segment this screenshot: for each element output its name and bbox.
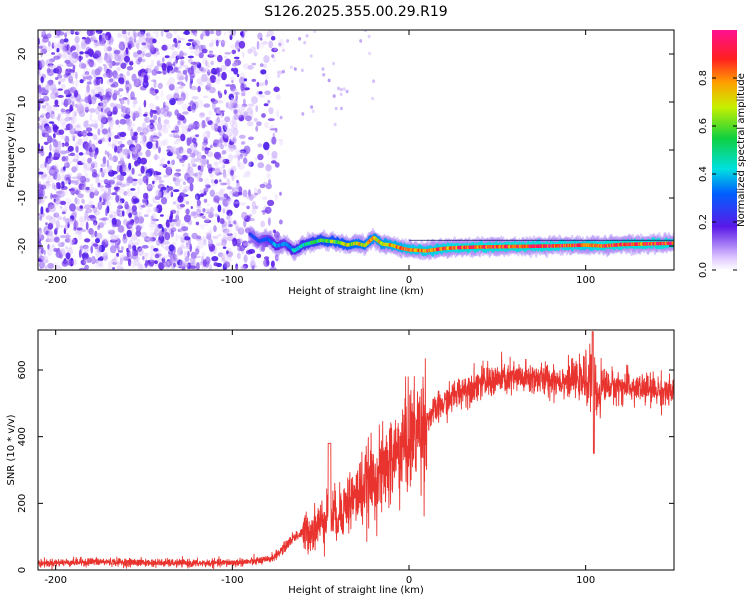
spectrogram-y-ticks: -20 -10 0 10 20	[17, 48, 674, 254]
colorbar-tick-label: 0.6	[698, 118, 709, 134]
y-tick-label: 0	[17, 567, 28, 573]
y-tick-label: 600	[17, 360, 28, 379]
spectral-ridge	[247, 225, 674, 262]
x-tick-label: 0	[406, 575, 412, 586]
snr-line	[38, 331, 674, 570]
colorbar-label: Normalized spectral amplitude	[736, 73, 747, 227]
y-tick-label: -10	[17, 190, 28, 206]
snr-x-label: Height of straight line (km)	[288, 585, 424, 596]
snr-y-label: SNR (10 * v/v)	[6, 414, 17, 485]
x-tick-label: 100	[576, 575, 595, 586]
colorbar-tick-label: 0.2	[698, 214, 709, 230]
colorbar-tick-label: 0.4	[698, 166, 709, 182]
y-tick-label: 400	[17, 427, 28, 446]
colorbar-tick-label: 0.0	[698, 262, 709, 278]
x-tick-label: 0	[406, 275, 412, 286]
colorbar-tick-label: 0.8	[698, 70, 709, 86]
spectrogram-plot-area	[38, 30, 674, 270]
y-tick-label: 10	[17, 96, 28, 109]
noise-speckle	[38, 30, 376, 270]
x-tick-label: -200	[44, 275, 67, 286]
colorbar-ticks: 0.0 0.2 0.4 0.6 0.8	[698, 70, 737, 278]
x-tick-label: -200	[44, 575, 67, 586]
chart-title: S126.2025.355.00.29.R19	[264, 4, 447, 20]
y-tick-label: 20	[17, 48, 28, 61]
colorbar-scale	[712, 30, 737, 270]
snr-panel: -200 -100 0 100 0 200 400 600 Height of straig…	[6, 329, 675, 596]
y-tick-label: 0	[17, 147, 28, 153]
spectrogram-x-label: Height of straight line (km)	[288, 286, 424, 297]
snr-y-ticks: 0 200 400 600	[17, 360, 674, 573]
x-tick-label: -100	[221, 275, 244, 286]
snr-x-ticks: -200 -100 0 100	[44, 330, 595, 586]
spectrogram-y-label: Frequency (Hz)	[6, 112, 17, 188]
snr-plot-area	[38, 331, 674, 570]
y-tick-label: 200	[17, 494, 28, 513]
y-tick-label: -20	[17, 238, 28, 254]
x-tick-label: -100	[221, 575, 244, 586]
x-tick-label: 100	[576, 275, 595, 286]
spectrogram-x-ticks: -200 -100 0 100	[44, 30, 595, 286]
snr-frame	[37, 329, 675, 571]
colorbar: 0.0 0.2 0.4 0.6 0.8 Normalized spectral ampl…	[698, 30, 747, 278]
